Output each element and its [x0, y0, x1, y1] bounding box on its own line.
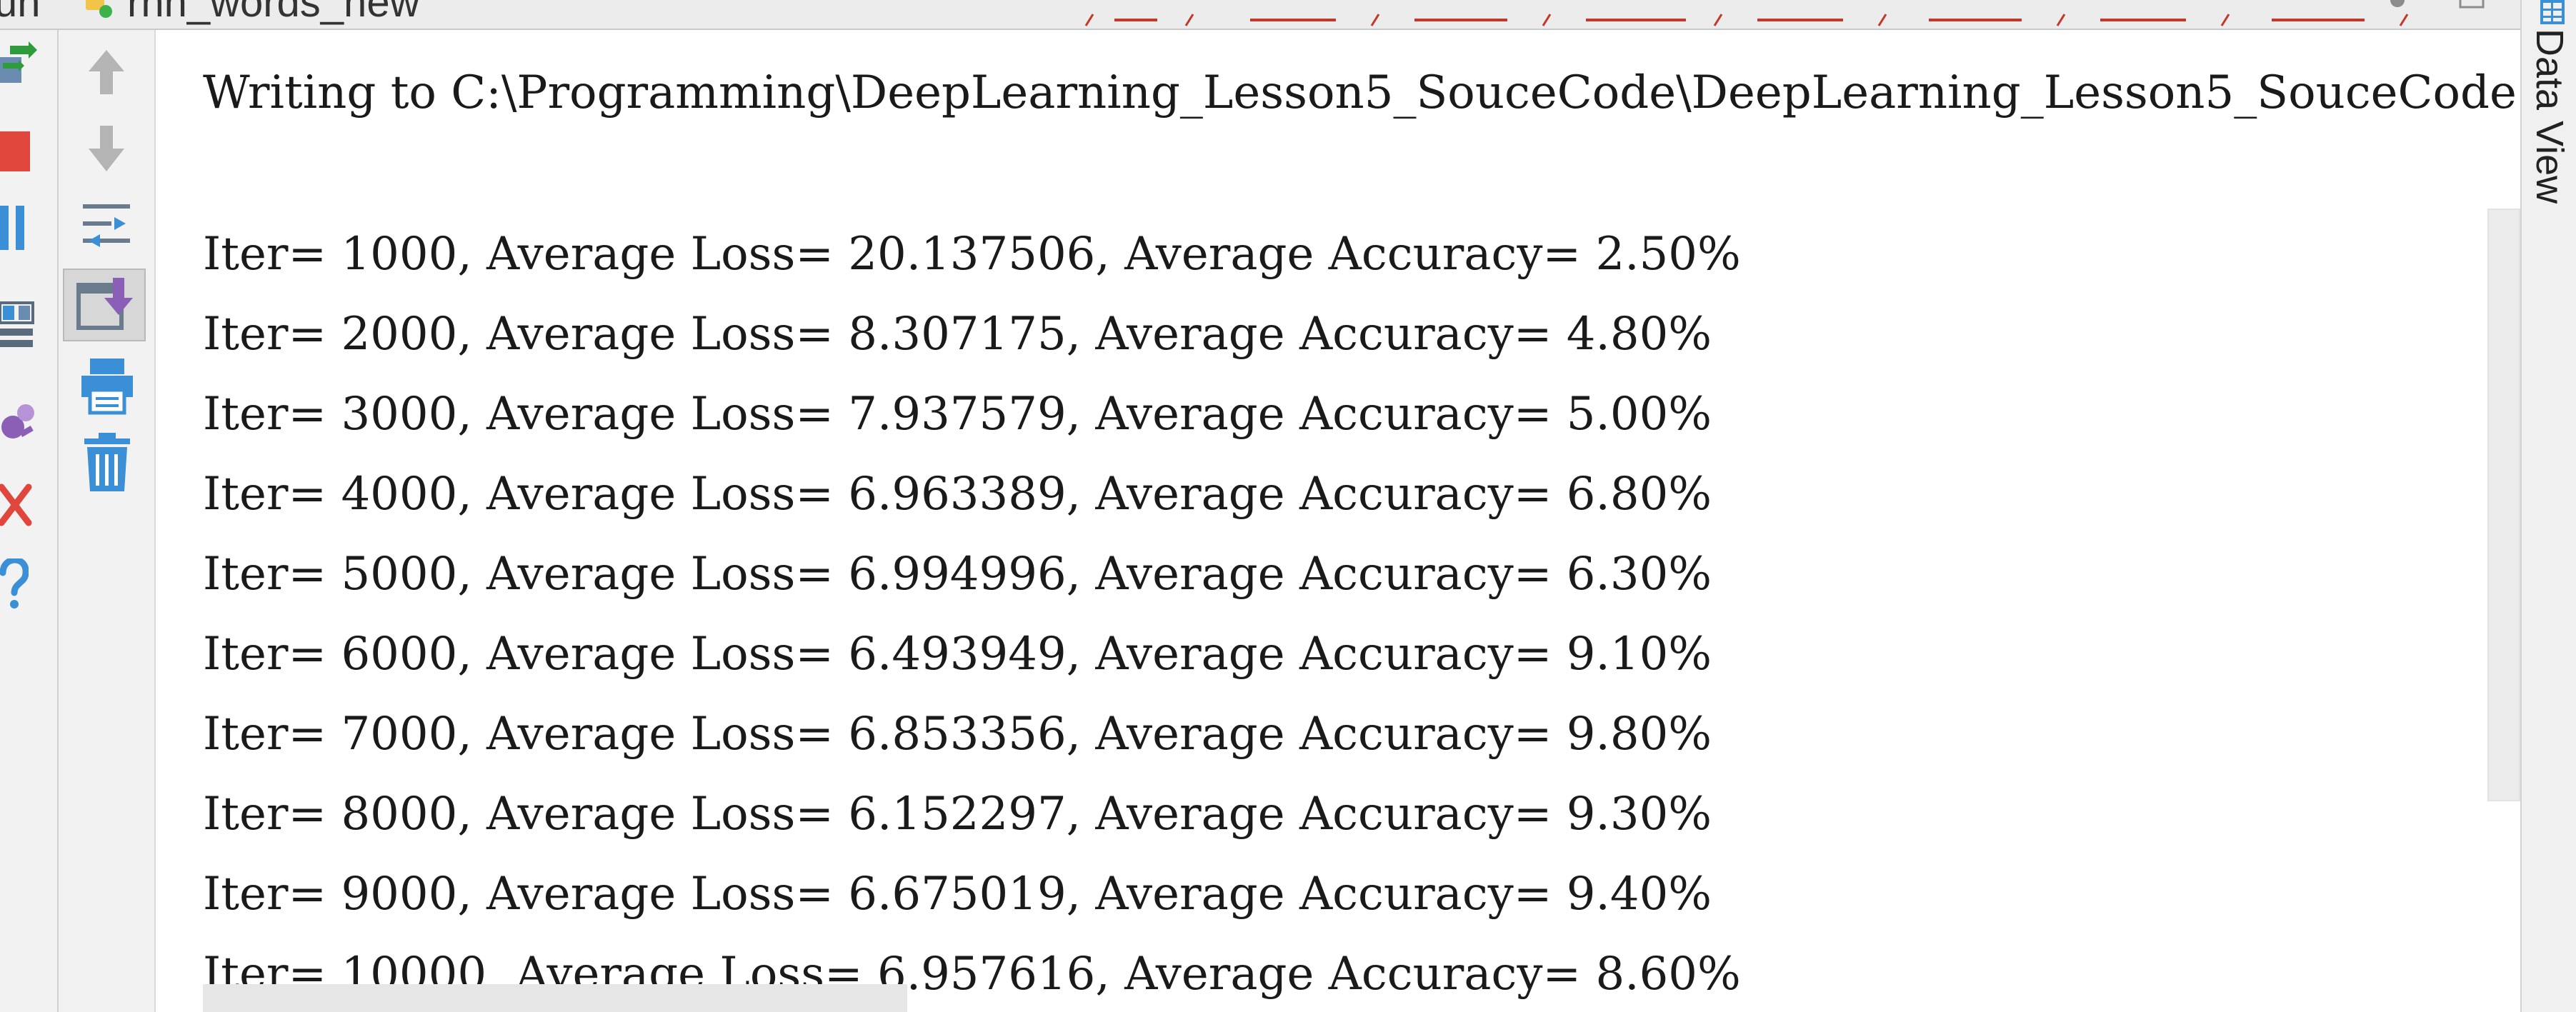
- vertical-scrollbar[interactable]: [2487, 209, 2520, 801]
- console-line-iter: Iter= 4000, Average Loss= 6.963389, Aver…: [203, 468, 1712, 521]
- header-divider-fragment: [1072, 13, 2465, 27]
- run-actions-toolbar: [0, 30, 59, 1012]
- right-tool-strip: [2520, 0, 2576, 1012]
- console-actions-toolbar: [59, 30, 156, 1012]
- stop-icon[interactable]: [0, 131, 31, 171]
- console-line-writing: Writing to C:\Programming\DeepLearning_L…: [203, 66, 2517, 119]
- clear-all-icon[interactable]: [80, 431, 134, 494]
- rerun-icon[interactable]: [0, 41, 37, 84]
- print-icon[interactable]: [80, 356, 134, 416]
- table-icon[interactable]: [2540, 0, 2565, 24]
- run-config-tab[interactable]: rnn_words_new: [127, 0, 420, 26]
- console-line-iter: Iter= 7000, Average Loss= 6.853356, Aver…: [203, 708, 1712, 761]
- pause-icon[interactable]: [0, 206, 29, 251]
- python-file-icon: [84, 0, 113, 19]
- console-line-iter: Iter= 8000, Average Loss= 6.152297, Aver…: [203, 788, 1712, 841]
- help-icon[interactable]: [0, 558, 29, 610]
- console-output[interactable]: Writing to C:\Programming\DeepLearning_L…: [156, 30, 2520, 1012]
- console-line-iter: Iter= 3000, Average Loss= 7.937579, Aver…: [203, 388, 1712, 441]
- close-icon[interactable]: [0, 483, 33, 527]
- layout-icon[interactable]: [0, 301, 36, 349]
- data-view-tab[interactable]: Data View: [2528, 29, 2571, 204]
- settings-icon[interactable]: [2383, 0, 2412, 13]
- console-line-iter: Iter= 2000, Average Loss= 8.307175, Aver…: [203, 308, 1712, 361]
- scroll-up-icon[interactable]: [80, 44, 133, 101]
- run-window-header: un rnn_words_new: [0, 0, 2576, 30]
- console-line-iter: Iter= 9000, Average Loss= 6.675019, Aver…: [203, 868, 1712, 921]
- horizontal-scrollbar[interactable]: [203, 984, 907, 1012]
- hide-icon[interactable]: [2457, 0, 2486, 13]
- console-line-iter: Iter= 6000, Average Loss= 6.493949, Aver…: [203, 628, 1712, 681]
- tool-window-title: un: [0, 0, 41, 26]
- debug-settings-icon[interactable]: [0, 400, 36, 446]
- scroll-down-icon[interactable]: [80, 120, 133, 177]
- scroll-to-end-icon[interactable]: [63, 269, 146, 341]
- console-line-iter: Iter= 5000, Average Loss= 6.994996, Aver…: [203, 548, 1712, 601]
- soft-wrap-icon[interactable]: [79, 196, 136, 256]
- console-line-iter: Iter= 1000, Average Loss= 20.137506, Ave…: [203, 228, 1741, 281]
